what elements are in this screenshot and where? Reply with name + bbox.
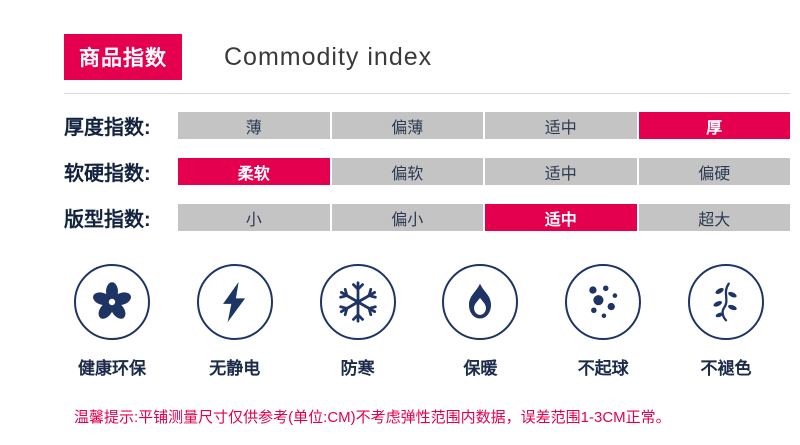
fit-index-label: 版型指数: — [64, 209, 151, 231]
branch-icon — [704, 280, 748, 324]
fit-seg-semi-small: 偏小 — [331, 204, 483, 231]
feature-eco-label: 健康环保 — [78, 359, 146, 378]
fit-index-row: 版型指数: 小 偏小 适中 超大 — [64, 203, 790, 232]
softness-index-row: 软硬指数: 柔软 偏软 适中 偏硬 — [64, 157, 790, 186]
fit-seg-small: 小 — [178, 204, 330, 231]
feature-coldproof-circle — [319, 264, 396, 340]
feature-nofade: 不褪色 — [678, 264, 774, 379]
header: 商品指数 Commodity index — [0, 0, 800, 80]
thickness-seg-medium: 适中 — [485, 112, 637, 139]
thickness-index-bar: 薄 偏薄 适中 厚 — [178, 112, 790, 139]
thickness-seg-thin: 薄 — [178, 112, 330, 139]
header-divider — [64, 93, 790, 94]
index-rows: 厚度指数: 薄 偏薄 适中 厚 软硬指数: 柔软 偏软 适中 偏硬 版型指数: … — [64, 111, 790, 232]
fit-seg-medium: 适中 — [485, 204, 637, 231]
softness-index-label: 软硬指数: — [64, 163, 151, 185]
softness-seg-medium: 适中 — [485, 158, 637, 185]
feature-nofade-label: 不褪色 — [700, 359, 752, 378]
feature-icons-row: 健康环保 无静电 — [64, 264, 774, 379]
feature-antistatic: 无静电 — [187, 264, 283, 379]
feature-warm-label: 保暖 — [463, 359, 498, 378]
lightning-icon — [213, 280, 257, 324]
softness-seg-semi-soft: 偏软 — [331, 158, 483, 185]
thickness-index-row: 厚度指数: 薄 偏薄 适中 厚 — [64, 111, 790, 140]
feature-nopilling: 不起球 — [555, 264, 651, 379]
section-title-en: Commodity index — [224, 42, 433, 71]
softness-seg-semi-hard: 偏硬 — [638, 158, 790, 185]
softness-seg-soft: 柔软 — [178, 158, 330, 185]
feature-nopilling-label: 不起球 — [577, 359, 629, 378]
feature-antistatic-label: 无静电 — [209, 359, 261, 378]
flame-icon — [458, 280, 502, 324]
thickness-index-label: 厚度指数: — [64, 117, 151, 139]
measurement-tip: 温馨提示:平铺测量尺寸仅供参考(单位:CM)不考虑弹性范围内数据，误差范围1-3… — [74, 409, 671, 426]
feature-nopilling-circle — [565, 264, 642, 340]
feature-coldproof-label: 防寒 — [340, 359, 375, 378]
dots-icon — [581, 280, 625, 324]
clover-flower-icon — [90, 280, 134, 324]
feature-antistatic-circle — [196, 264, 273, 340]
snowflake-icon — [336, 280, 380, 324]
softness-index-bar: 柔软 偏软 适中 偏硬 — [178, 158, 790, 185]
fit-seg-oversize: 超大 — [638, 204, 790, 231]
section-badge: 商品指数 — [64, 34, 182, 80]
thickness-seg-semi-thin: 偏薄 — [331, 112, 483, 139]
fit-index-bar: 小 偏小 适中 超大 — [178, 204, 790, 231]
feature-eco: 健康环保 — [64, 264, 160, 379]
feature-eco-circle — [74, 264, 150, 340]
feature-nofade-circle — [687, 264, 764, 340]
thickness-seg-thick: 厚 — [638, 112, 790, 139]
feature-coldproof: 防寒 — [310, 264, 406, 379]
feature-warm: 保暖 — [432, 264, 528, 379]
feature-warm-circle — [442, 264, 519, 340]
